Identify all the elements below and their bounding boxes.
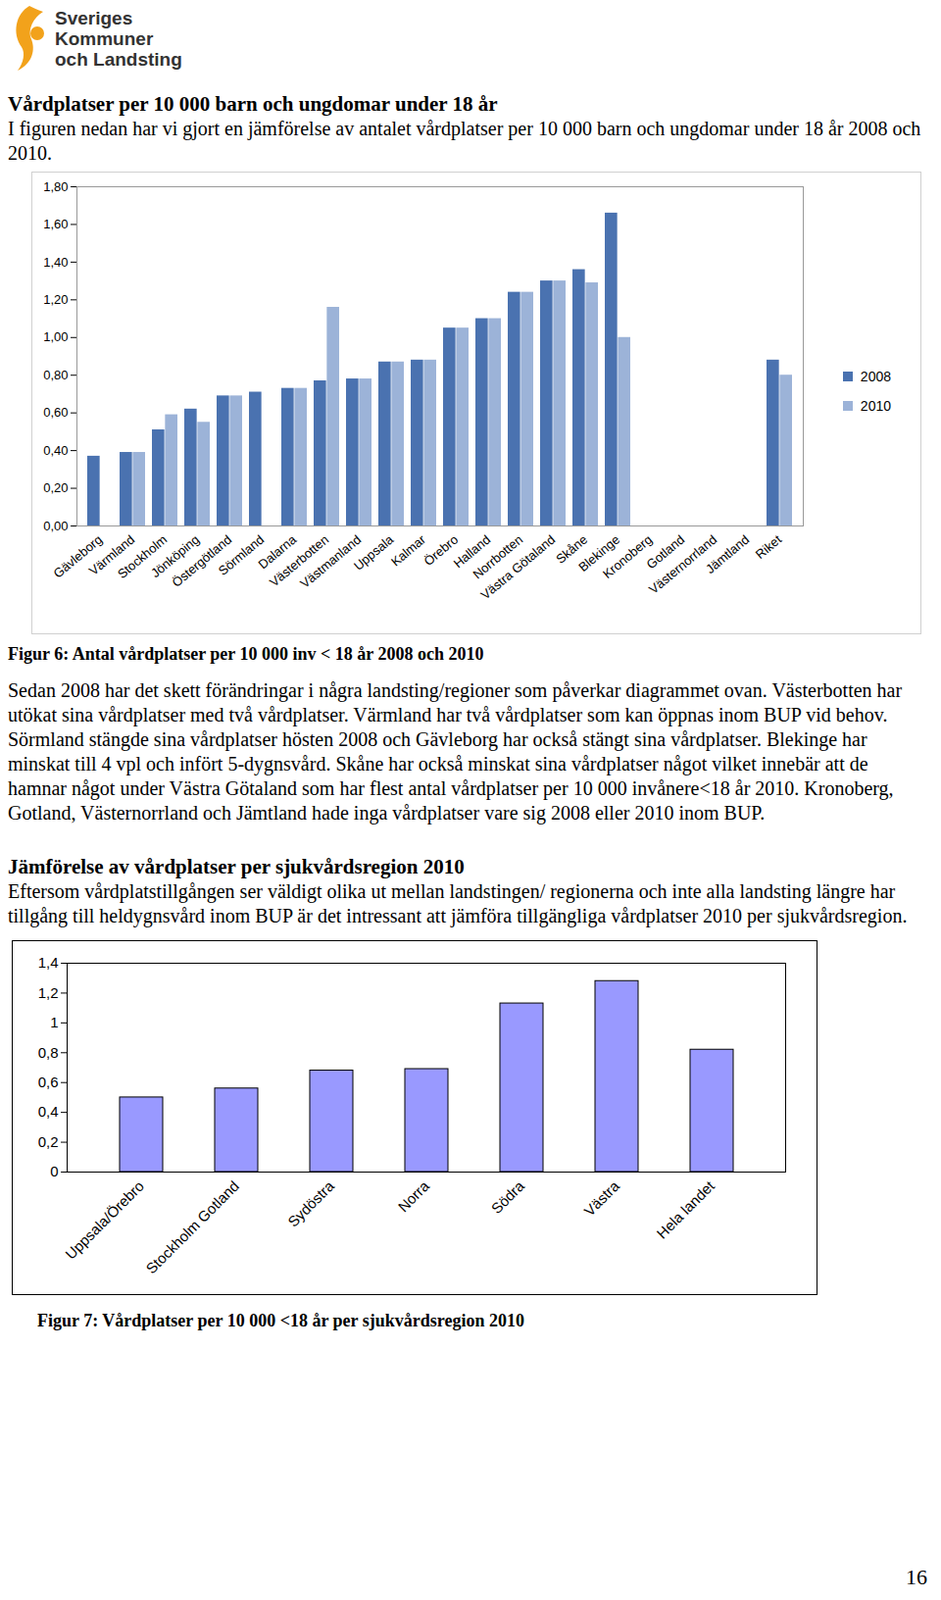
svg-text:Västerbotten: Västerbotten <box>266 531 332 590</box>
svg-text:Gotland: Gotland <box>643 531 688 572</box>
svg-text:Norrbotten: Norrbotten <box>469 531 526 582</box>
html-text:Jämförelse av vårdplatser per: Jämförelse av vårdplatser per sjukvårdsr… <box>7 854 465 879</box>
html-text:Sedan 2008 har det skett förän: Sedan 2008 har det skett förändringar i … <box>7 679 902 824</box>
svg-text:Uppsala/Örebro: Uppsala/Örebro <box>61 1177 148 1263</box>
svg-text:1,40: 1,40 <box>43 254 68 270</box>
html-text:I figuren nedan har vi gjort e: I figuren nedan har vi gjort en jämförel… <box>7 117 921 164</box>
svg-text:1,20: 1,20 <box>43 292 68 307</box>
svg-text:Uppsala: Uppsala <box>350 531 397 574</box>
svg-text:1: 1 <box>49 1013 58 1031</box>
html-text:Kommuner: Kommuner <box>54 28 154 50</box>
html-text:och Landsting: och Landsting <box>54 49 183 70</box>
html-text:2010: 2010 <box>860 397 892 414</box>
svg-text:0,80: 0,80 <box>43 367 68 383</box>
svg-text:0: 0 <box>49 1162 58 1180</box>
svg-text:1,80: 1,80 <box>43 179 68 195</box>
html-text:16: 16 <box>905 1564 928 1589</box>
svg-text:Kalmar: Kalmar <box>388 531 430 569</box>
svg-text:Västmanland: Västmanland <box>297 531 364 591</box>
svg-text:1,60: 1,60 <box>43 216 68 232</box>
svg-text:Stockholm: Stockholm <box>114 531 170 582</box>
svg-text:Dalarna: Dalarna <box>255 531 300 572</box>
svg-text:Örebro: Örebro <box>420 531 461 569</box>
svg-text:Västra: Västra <box>580 1176 623 1219</box>
svg-text:Östergötland: Östergötland <box>168 531 235 590</box>
html-text:Sveriges: Sveriges <box>54 7 133 29</box>
svg-text:0,40: 0,40 <box>43 443 68 458</box>
svg-text:Värmland: Värmland <box>86 531 138 579</box>
svg-text:Norra: Norra <box>394 1176 433 1215</box>
svg-text:Hela landet: Hela landet <box>652 1176 718 1241</box>
svg-text:0,4: 0,4 <box>38 1102 59 1120</box>
svg-text:1,2: 1,2 <box>38 984 59 1001</box>
svg-text:0,8: 0,8 <box>38 1043 59 1061</box>
svg-text:Gävleborg: Gävleborg <box>50 531 105 581</box>
html-text:Figur 6: Antal vårdplatser per: Figur 6: Antal vårdplatser per 10 000 in… <box>7 643 484 664</box>
svg-text:Blekinge: Blekinge <box>575 531 623 575</box>
svg-text:Södra: Södra <box>488 1176 529 1217</box>
svg-text:Halland: Halland <box>450 531 494 571</box>
svg-text:Jämtland: Jämtland <box>702 532 752 577</box>
svg-text:0,20: 0,20 <box>43 480 68 496</box>
svg-text:Jönköping: Jönköping <box>148 531 203 581</box>
svg-text:Riket: Riket <box>752 531 786 562</box>
svg-text:0,00: 0,00 <box>43 518 68 534</box>
svg-text:Sörmland: Sörmland <box>215 532 267 579</box>
svg-text:Västra Götaland: Västra Götaland <box>477 532 558 603</box>
svg-text:Sydöstra: Sydöstra <box>284 1176 338 1230</box>
svg-text:Stockholm Gotland: Stockholm Gotland <box>142 1177 243 1278</box>
html-text:Vårdplatser per 10 000 barn oc: Vårdplatser per 10 000 barn och ungdomar… <box>7 92 498 116</box>
svg-text:Kronoberg: Kronoberg <box>599 532 655 583</box>
svg-text:0,2: 0,2 <box>38 1133 59 1150</box>
html-text:Eftersom vårdplatstillgången s: Eftersom vårdplatstillgången ser väldigt… <box>7 880 908 927</box>
html-text:Figur 7: Vårdplatser per 10 00: Figur 7: Vårdplatser per 10 000 <18 år p… <box>37 1310 525 1331</box>
svg-text:1,00: 1,00 <box>43 329 68 345</box>
svg-text:Västernorrland: Västernorrland <box>646 531 720 597</box>
svg-text:0,60: 0,60 <box>43 404 68 420</box>
html-text:2008: 2008 <box>860 368 892 385</box>
svg-text:Skåne: Skåne <box>553 531 591 567</box>
svg-text:0,6: 0,6 <box>38 1073 59 1090</box>
svg-text:1,4: 1,4 <box>38 953 59 971</box>
